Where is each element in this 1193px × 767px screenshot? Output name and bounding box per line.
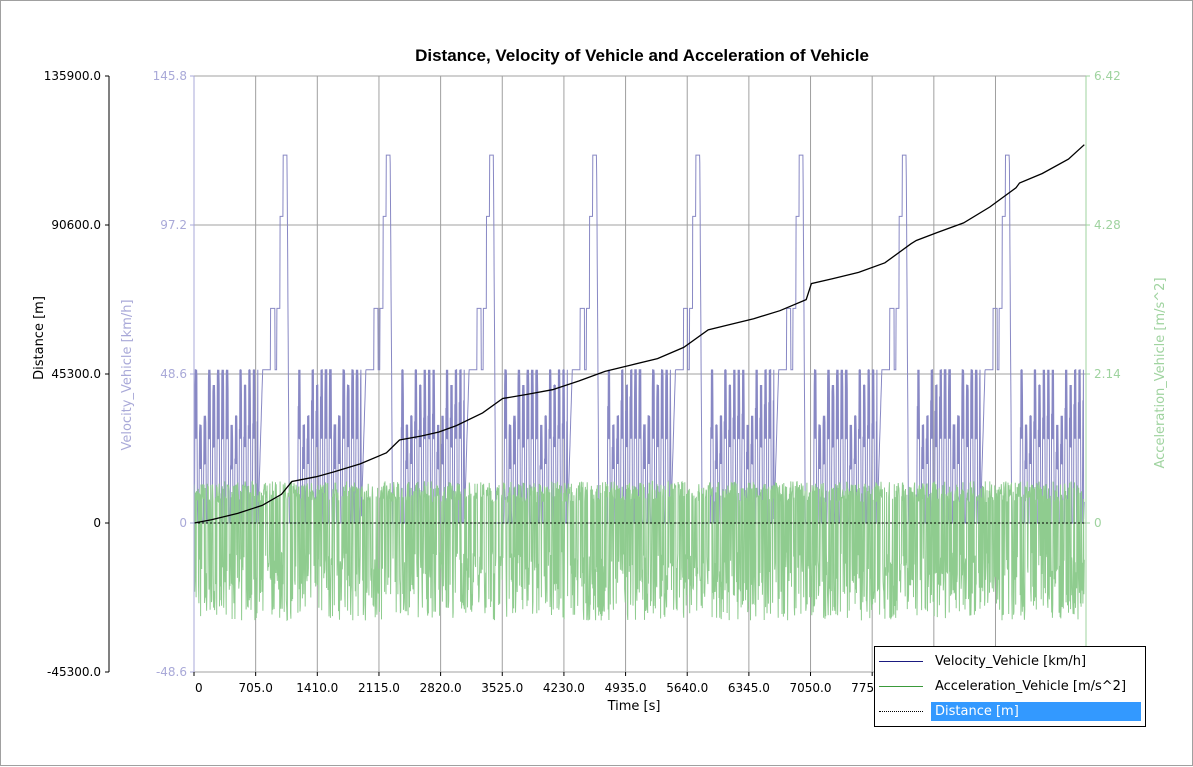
chart-title: Distance, Velocity of Vehicle and Accele… <box>415 46 869 65</box>
velocity-axis-title: Velocity_Vehicle [km/h] <box>120 299 135 450</box>
velocity-tick-label: 145.8 <box>153 69 187 83</box>
distance-axis-title: Distance [m] <box>32 296 47 380</box>
legend: Velocity_Vehicle [km/h] Acceleration_Veh… <box>874 646 1146 727</box>
x-tick-label: 3525.0 <box>481 681 523 695</box>
legend-item-acceleration[interactable]: Acceleration_Vehicle [m/s^2] <box>879 675 1141 697</box>
legend-swatch-distance <box>879 710 923 712</box>
velocity-tick-label: 48.6 <box>160 367 187 381</box>
legend-item-velocity[interactable]: Velocity_Vehicle [km/h] <box>879 650 1141 672</box>
x-tick-label: 4230.0 <box>543 681 585 695</box>
x-tick-label: 4935.0 <box>605 681 647 695</box>
x-tick-label: 2820.0 <box>420 681 462 695</box>
acceleration-axis-title: Acceleration_Vehicle [m/s^2] <box>1153 277 1168 468</box>
acceleration-tick-label: 0 <box>1094 516 1102 530</box>
x-tick-label: 0 <box>195 681 203 695</box>
legend-swatch-velocity <box>879 660 923 662</box>
velocity-tick-label: -48.6 <box>156 665 187 679</box>
legend-label-acceleration: Acceleration_Vehicle [m/s^2] <box>935 678 1127 694</box>
distance-tick-label: 0 <box>93 516 101 530</box>
legend-swatch-acceleration <box>879 685 923 687</box>
acceleration-line <box>193 480 1085 622</box>
distance-tick-label: -45300.0 <box>47 665 101 679</box>
x-tick-label: 6345.0 <box>728 681 770 695</box>
legend-item-distance[interactable]: Distance [m] <box>879 700 1141 722</box>
acceleration-tick-label: 2.14 <box>1094 367 1121 381</box>
x-tick-label: 705.0 <box>238 681 272 695</box>
series-layer <box>193 144 1086 622</box>
legend-label-velocity: Velocity_Vehicle [km/h] <box>935 653 1087 669</box>
x-tick-label: 7050.0 <box>790 681 832 695</box>
distance-tick-label: 90600.0 <box>51 218 101 232</box>
x-tick-label: 2115.0 <box>358 681 400 695</box>
x-tick-label: 5640.0 <box>666 681 708 695</box>
legend-label-distance: Distance [m] <box>931 701 1141 721</box>
distance-tick-label: 135900.0 <box>44 69 101 83</box>
velocity-tick-label: 0 <box>179 516 187 530</box>
acceleration-tick-label: 4.28 <box>1094 218 1121 232</box>
x-axis-title: Time [s] <box>607 699 661 714</box>
velocity-tick-label: 97.2 <box>160 218 187 232</box>
velocity-line <box>193 154 1085 524</box>
distance-tick-label: 45300.0 <box>51 367 101 381</box>
x-tick-label: 1410.0 <box>296 681 338 695</box>
acceleration-tick-label: 6.42 <box>1094 69 1121 83</box>
distance-line <box>193 144 1085 524</box>
